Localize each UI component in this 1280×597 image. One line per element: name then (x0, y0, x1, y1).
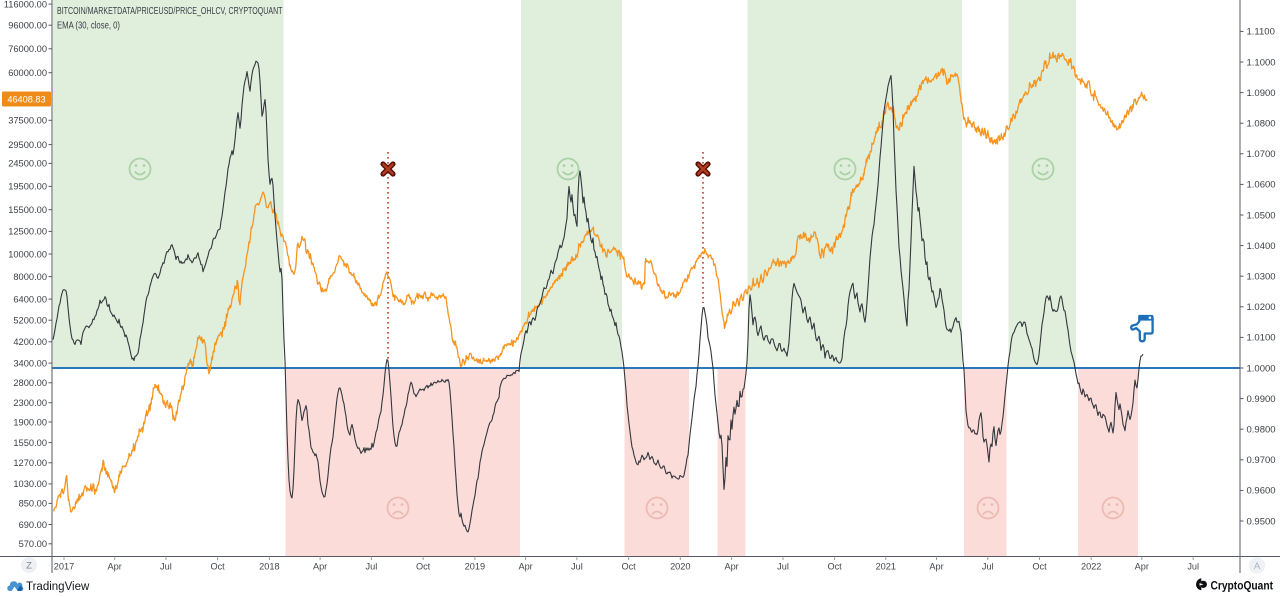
svg-text:96000.00: 96000.00 (8, 21, 47, 31)
svg-text:1.0000: 1.0000 (1247, 363, 1276, 374)
svg-text:0.9500: 0.9500 (1247, 516, 1276, 527)
svg-text:1.0900: 1.0900 (1247, 88, 1276, 99)
svg-text:Jul: Jul (1187, 562, 1199, 572)
svg-text:60000.00: 60000.00 (8, 68, 47, 78)
svg-text:12500.00: 12500.00 (8, 227, 47, 237)
svg-text:1.1100: 1.1100 (1247, 27, 1275, 38)
svg-text:29500.00: 29500.00 (8, 140, 47, 150)
svg-text:3400.00: 3400.00 (13, 358, 47, 368)
svg-text:24500.00: 24500.00 (8, 159, 47, 169)
svg-text:1900.00: 1900.00 (13, 417, 47, 427)
svg-text:Oct: Oct (1032, 562, 1047, 572)
svg-text:1.0100: 1.0100 (1247, 333, 1276, 344)
svg-text:1.0400: 1.0400 (1247, 241, 1276, 252)
svg-text:0.9700: 0.9700 (1247, 455, 1276, 466)
svg-text:46408.83: 46408.83 (7, 94, 45, 104)
svg-text:850.00: 850.00 (19, 499, 47, 509)
svg-text:6400.00: 6400.00 (13, 294, 47, 304)
svg-text:Jul: Jul (571, 562, 583, 572)
svg-text:CryptoQuant: CryptoQuant (1211, 579, 1274, 593)
svg-text:2300.00: 2300.00 (13, 398, 47, 408)
svg-text:2019: 2019 (465, 562, 485, 572)
svg-text:570.00: 570.00 (19, 539, 47, 549)
svg-text:EMA (30, close, 0): EMA (30, close, 0) (57, 21, 120, 32)
svg-text:0.9900: 0.9900 (1247, 394, 1276, 405)
svg-text:37500.00: 37500.00 (8, 116, 47, 126)
svg-text:TradingView: TradingView (26, 581, 90, 593)
svg-text:A: A (1254, 561, 1261, 572)
svg-text:76000.00: 76000.00 (8, 44, 47, 54)
svg-text:Jul: Jul (777, 562, 789, 572)
svg-text:1.0500: 1.0500 (1247, 210, 1276, 221)
svg-text:116000.00: 116000.00 (4, 0, 47, 9)
svg-text:15500.00: 15500.00 (8, 205, 47, 215)
svg-text:Oct: Oct (210, 562, 225, 572)
svg-text:19500.00: 19500.00 (8, 182, 47, 192)
svg-text:Apr: Apr (518, 562, 532, 572)
svg-text:Z: Z (26, 561, 32, 572)
svg-text:Apr: Apr (929, 562, 943, 572)
svg-text:2800.00: 2800.00 (13, 378, 47, 388)
svg-text:Apr: Apr (313, 562, 327, 572)
svg-text:0.9800: 0.9800 (1247, 425, 1276, 436)
svg-text:BITCOIN/MARKETDATA/PRICEUSD/PR: BITCOIN/MARKETDATA/PRICEUSD/PRICE_OHLCV,… (57, 6, 283, 17)
svg-text:Jul: Jul (366, 562, 378, 572)
svg-text:Jul: Jul (160, 562, 172, 572)
svg-text:5200.00: 5200.00 (13, 316, 47, 326)
svg-text:1.0800: 1.0800 (1247, 119, 1276, 130)
svg-text:Oct: Oct (416, 562, 431, 572)
svg-text:2018: 2018 (259, 562, 279, 572)
svg-text:1550.00: 1550.00 (13, 438, 47, 448)
svg-text:Apr: Apr (724, 562, 738, 572)
svg-text:690.00: 690.00 (19, 520, 47, 530)
svg-text:8000.00: 8000.00 (13, 272, 47, 282)
svg-text:Oct: Oct (621, 562, 636, 572)
svg-text:2021: 2021 (876, 562, 896, 572)
svg-text:1.0700: 1.0700 (1247, 149, 1276, 160)
svg-text:1.0300: 1.0300 (1247, 272, 1276, 283)
svg-text:2022: 2022 (1081, 562, 1101, 572)
svg-text:Apr: Apr (108, 562, 122, 572)
svg-text:1.0600: 1.0600 (1247, 180, 1276, 191)
svg-text:Apr: Apr (1135, 562, 1149, 572)
svg-text:4200.00: 4200.00 (13, 337, 47, 347)
svg-text:2020: 2020 (670, 562, 690, 572)
svg-text:1.1000: 1.1000 (1247, 57, 1276, 68)
svg-text:2017: 2017 (54, 562, 74, 572)
svg-text:1.0200: 1.0200 (1247, 302, 1276, 313)
svg-text:Oct: Oct (827, 562, 842, 572)
svg-text:0.9600: 0.9600 (1247, 486, 1276, 497)
svg-text:1270.00: 1270.00 (13, 458, 47, 468)
svg-text:1030.00: 1030.00 (13, 479, 47, 489)
svg-text:10000.00: 10000.00 (8, 249, 47, 259)
svg-text:Jul: Jul (982, 562, 994, 572)
